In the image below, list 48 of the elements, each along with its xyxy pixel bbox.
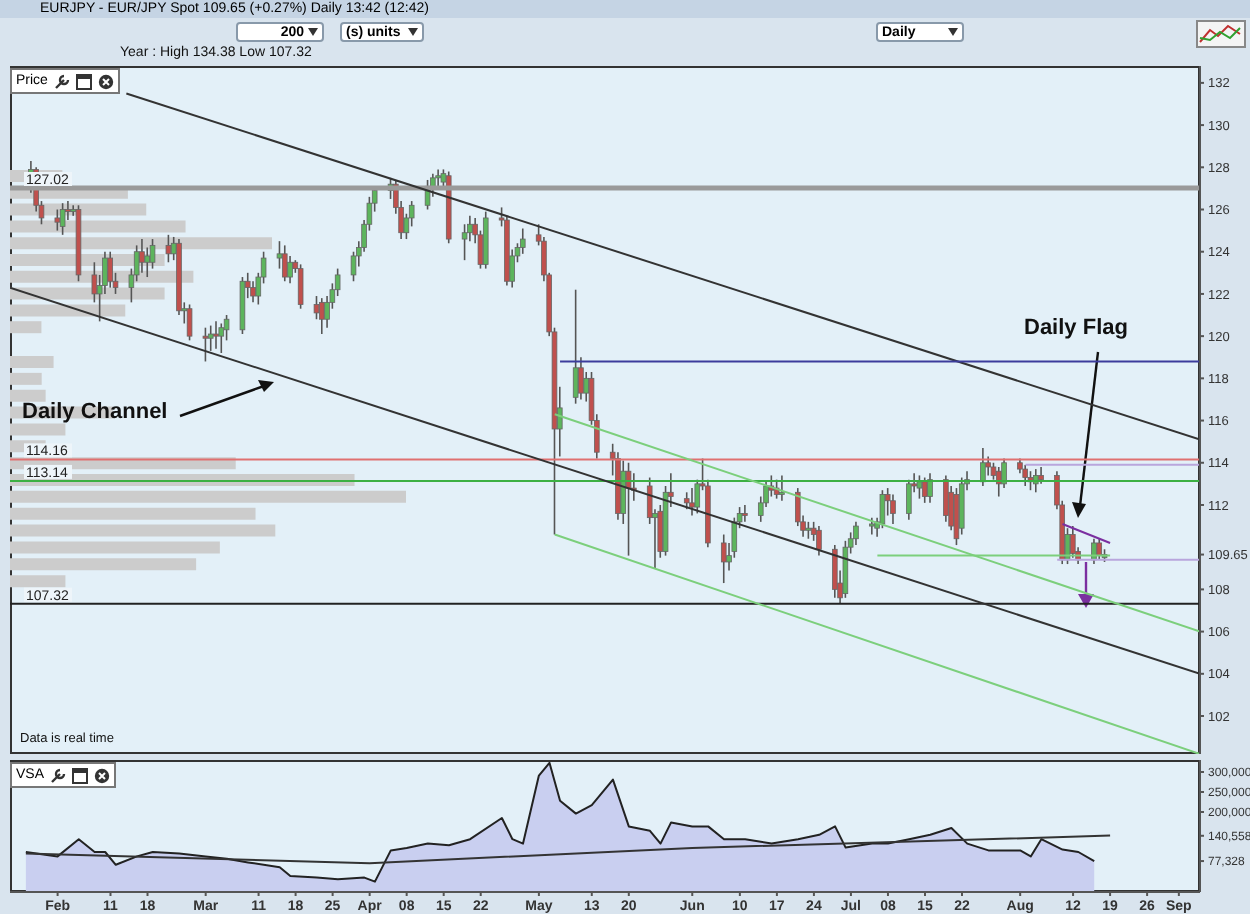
- candlestick: [832, 544, 838, 599]
- candlestick: [779, 474, 785, 502]
- candlestick: [1096, 537, 1103, 561]
- candlestick: [213, 320, 219, 350]
- candlestick: [1001, 457, 1007, 489]
- candlestick: [1022, 464, 1028, 487]
- candlestick: [720, 533, 727, 584]
- bar: [10, 389, 46, 402]
- bar: [10, 541, 220, 554]
- bar: [10, 304, 126, 317]
- candlestick: [202, 326, 209, 363]
- candlestick: [689, 487, 695, 517]
- bar: [10, 321, 42, 334]
- candlestick: [980, 447, 986, 487]
- candlestick: [879, 489, 886, 529]
- candlestick: [461, 223, 468, 261]
- candlestick: [250, 280, 256, 304]
- candlestick: [482, 210, 489, 270]
- candlestick: [816, 525, 822, 557]
- candlestick: [281, 244, 288, 283]
- bar: [10, 423, 66, 436]
- candlestick: [853, 521, 859, 546]
- candlestick: [578, 356, 584, 401]
- candlestick: [890, 493, 896, 525]
- annotation: Daily Channel: [22, 400, 168, 424]
- bar: [10, 524, 276, 537]
- candlestick: [916, 474, 923, 500]
- candlestick: [742, 504, 748, 523]
- candlestick: [313, 295, 320, 321]
- bar: [10, 356, 54, 368]
- bar: [10, 558, 197, 571]
- candlestick: [1070, 525, 1076, 559]
- candlestick: [218, 322, 225, 354]
- candlestick: [276, 240, 283, 270]
- bar: [10, 490, 406, 503]
- candlestick: [297, 263, 304, 310]
- candlestick: [842, 540, 849, 599]
- candlestick: [572, 288, 579, 405]
- bar: [10, 372, 42, 385]
- candlestick: [319, 297, 325, 335]
- candlestick: [927, 472, 933, 504]
- bar: [10, 507, 256, 520]
- bar: [10, 575, 66, 588]
- candlestick: [884, 487, 891, 517]
- candlestick: [906, 478, 912, 521]
- annotation: Daily Flag: [1024, 316, 1128, 340]
- candlestick: [519, 227, 526, 255]
- candlestick: [943, 474, 949, 523]
